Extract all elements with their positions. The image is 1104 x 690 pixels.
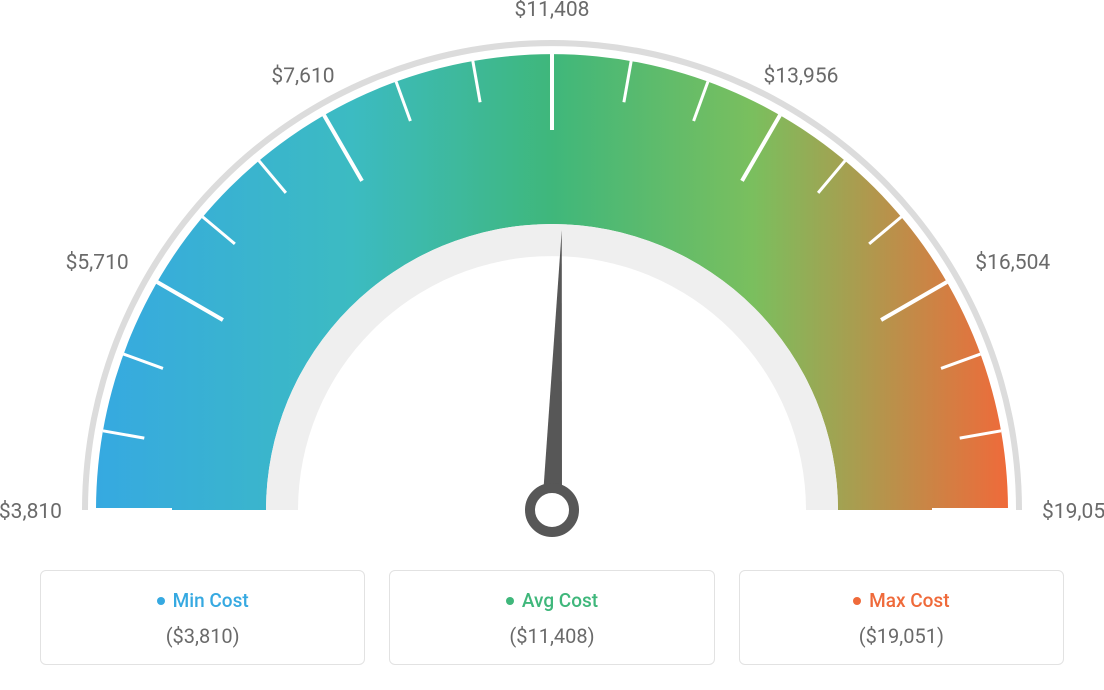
legend-value-avg: ($11,408) [400, 624, 703, 648]
legend-value-max: ($19,051) [750, 624, 1053, 648]
legend-card-max: Max Cost ($19,051) [739, 570, 1064, 665]
gauge-tick-label: $5,710 [66, 251, 129, 275]
gauge-tick-label: $19,051 [1042, 500, 1104, 524]
legend-value-min: ($3,810) [51, 624, 354, 648]
gauge-needle-hub [530, 488, 574, 532]
legend-title-min: Min Cost [173, 589, 249, 612]
gauge-tick-label: $16,504 [975, 251, 1050, 275]
legend-card-avg: Avg Cost ($11,408) [389, 570, 714, 665]
cost-gauge: $3,810 $5,710 $7,610 $11,408 $13,956 $16,504 $… [0, 0, 1104, 560]
legend-card-min: Min Cost ($3,810) [40, 570, 365, 665]
gauge-tick-label: $11,408 [515, 0, 590, 22]
gauge-tick-label: $7,610 [271, 65, 334, 89]
legend-title-max: Max Cost [869, 589, 949, 612]
legend-dot-avg [506, 597, 514, 605]
gauge-tick-label: $3,810 [0, 500, 62, 524]
legend-row: Min Cost ($3,810) Avg Cost ($11,408) Max… [0, 570, 1104, 665]
gauge-svg: $3,810 $5,710 $7,610 $11,408 $13,956 $16,504 $… [0, 0, 1104, 560]
legend-dot-min [157, 597, 165, 605]
gauge-tick-label: $13,956 [764, 65, 839, 89]
legend-dot-max [853, 597, 861, 605]
gauge-needle [542, 230, 562, 510]
legend-title-avg: Avg Cost [522, 589, 598, 612]
